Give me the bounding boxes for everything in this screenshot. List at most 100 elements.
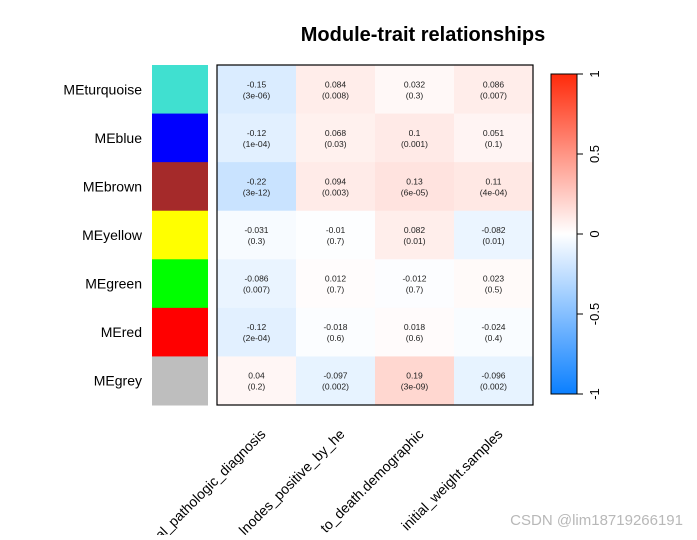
correlation-label: 0.018 xyxy=(404,322,426,332)
module-label: MEblue xyxy=(95,130,143,146)
correlation-label: -0.22 xyxy=(247,176,267,186)
pvalue-label: (0.2) xyxy=(248,382,266,392)
correlation-label: -0.086 xyxy=(244,274,268,284)
heatmap-cell xyxy=(454,210,534,260)
pvalue-label: (0.008) xyxy=(322,90,349,100)
module-swatch xyxy=(152,65,208,115)
correlation-label: 0.068 xyxy=(325,128,347,138)
heatmap-cell xyxy=(375,65,455,115)
pvalue-label: (4e-04) xyxy=(480,187,508,197)
watermark: CSDN @lim18719266191 xyxy=(510,512,683,529)
pvalue-label: (0.4) xyxy=(485,333,503,343)
heatmap-cell xyxy=(454,162,534,212)
correlation-label: 0.023 xyxy=(483,274,505,284)
heatmap-cell xyxy=(296,65,376,115)
heatmap-cell xyxy=(375,162,455,212)
correlation-label: 0.084 xyxy=(325,79,347,89)
pvalue-label: (2e-04) xyxy=(243,333,271,343)
correlation-label: 0.11 xyxy=(486,176,502,186)
pvalue-label: (0.5) xyxy=(485,285,503,295)
correlation-label: 0.04 xyxy=(248,371,265,381)
heatmap-cell xyxy=(296,307,376,357)
heatmap-frame xyxy=(216,64,534,406)
heatmap-cell xyxy=(375,307,455,357)
pvalue-label: (0.007) xyxy=(480,90,507,100)
pvalue-label: (0.6) xyxy=(406,333,424,343)
pvalue-label: (0.3) xyxy=(406,90,424,100)
correlation-label: 0.086 xyxy=(483,79,505,89)
correlation-label: -0.024 xyxy=(481,322,505,332)
heatmap-cell xyxy=(217,210,297,260)
colorbar-tick-label: 0.5 xyxy=(587,145,602,163)
pvalue-label: (0.7) xyxy=(327,285,345,295)
heatmap-cell xyxy=(217,113,297,163)
pvalue-label: (6e-05) xyxy=(401,187,429,197)
pvalue-label: (0.01) xyxy=(482,236,504,246)
correlation-label: 0.094 xyxy=(325,176,347,186)
module-label: MEgrey xyxy=(94,373,142,389)
pvalue-label: (0.002) xyxy=(480,382,507,392)
correlation-label: 0.19 xyxy=(406,371,423,381)
colorbar-tick-label: -1 xyxy=(587,388,602,400)
correlation-label: -0.15 xyxy=(247,79,267,89)
module-swatch xyxy=(152,259,208,309)
heatmap-cell xyxy=(375,356,455,406)
pvalue-label: (0.01) xyxy=(403,236,425,246)
correlation-label: 0.032 xyxy=(404,79,426,89)
correlation-label: 0.051 xyxy=(483,128,505,138)
heatmap-cell xyxy=(454,307,534,357)
heatmap-cell xyxy=(454,356,534,406)
heatmap-cell xyxy=(217,356,297,406)
module-label: MEgreen xyxy=(85,276,142,292)
heatmap-cell xyxy=(217,259,297,309)
colorbar-tick-label: 0 xyxy=(587,230,602,237)
correlation-label: -0.12 xyxy=(247,322,267,332)
correlation-label: -0.097 xyxy=(323,371,347,381)
heatmap-cell xyxy=(296,162,376,212)
pvalue-label: (0.003) xyxy=(322,187,349,197)
module-swatch xyxy=(152,162,208,212)
heatmap-cell xyxy=(454,65,534,115)
chart-title: Module-trait relationships xyxy=(301,24,545,46)
pvalue-label: (0.03) xyxy=(324,139,346,149)
pvalue-label: (0.6) xyxy=(327,333,345,343)
pvalue-label: (3e-09) xyxy=(401,382,429,392)
correlation-label: 0.13 xyxy=(406,176,423,186)
colorbar-gradient xyxy=(550,73,578,395)
correlation-label: -0.082 xyxy=(481,225,505,235)
heatmap-cell xyxy=(375,113,455,163)
module-label: MEred xyxy=(101,324,142,340)
module-swatch xyxy=(152,210,208,260)
module-swatch xyxy=(152,307,208,357)
heatmap-cell xyxy=(375,210,455,260)
correlation-label: -0.012 xyxy=(402,274,426,284)
correlation-label: -0.096 xyxy=(481,371,505,381)
heatmap-cell xyxy=(454,113,534,163)
heatmap-cell xyxy=(454,259,534,309)
pvalue-label: (0.7) xyxy=(327,236,345,246)
pvalue-label: (0.007) xyxy=(243,285,270,295)
correlation-label: -0.01 xyxy=(326,225,346,235)
pvalue-label: (0.3) xyxy=(248,236,266,246)
correlation-label: 0.012 xyxy=(325,274,347,284)
heatmap-cells: -0.15(3e-06)0.084(0.008)0.032(0.3)0.086(… xyxy=(217,65,534,406)
heatmap-cell xyxy=(217,162,297,212)
correlation-label: 0.082 xyxy=(404,225,426,235)
heatmap-cell xyxy=(217,65,297,115)
heatmap-cell xyxy=(296,113,376,163)
colorbar-tick-label: 1 xyxy=(587,70,602,77)
trait-labels: al_pathologic_diagnosislnodes_positive_b… xyxy=(152,426,506,540)
pvalue-label: (0.1) xyxy=(485,139,503,149)
pvalue-label: (0.7) xyxy=(406,285,424,295)
module-label: MEbrown xyxy=(83,178,142,194)
pvalue-label: (0.001) xyxy=(401,139,428,149)
colorbar-legend: 1 0.5 0 -0.5 -1 xyxy=(550,70,602,400)
heatmap-cell xyxy=(375,259,455,309)
heatmap-cell xyxy=(217,307,297,357)
heatmap-cell xyxy=(296,259,376,309)
module-label: MEturquoise xyxy=(63,81,142,97)
pvalue-label: (3e-06) xyxy=(243,90,271,100)
module-label: MEyellow xyxy=(82,227,143,243)
module-labels: MEturquoise MEblue MEbrown MEyellow MEgreen M… xyxy=(63,81,142,388)
